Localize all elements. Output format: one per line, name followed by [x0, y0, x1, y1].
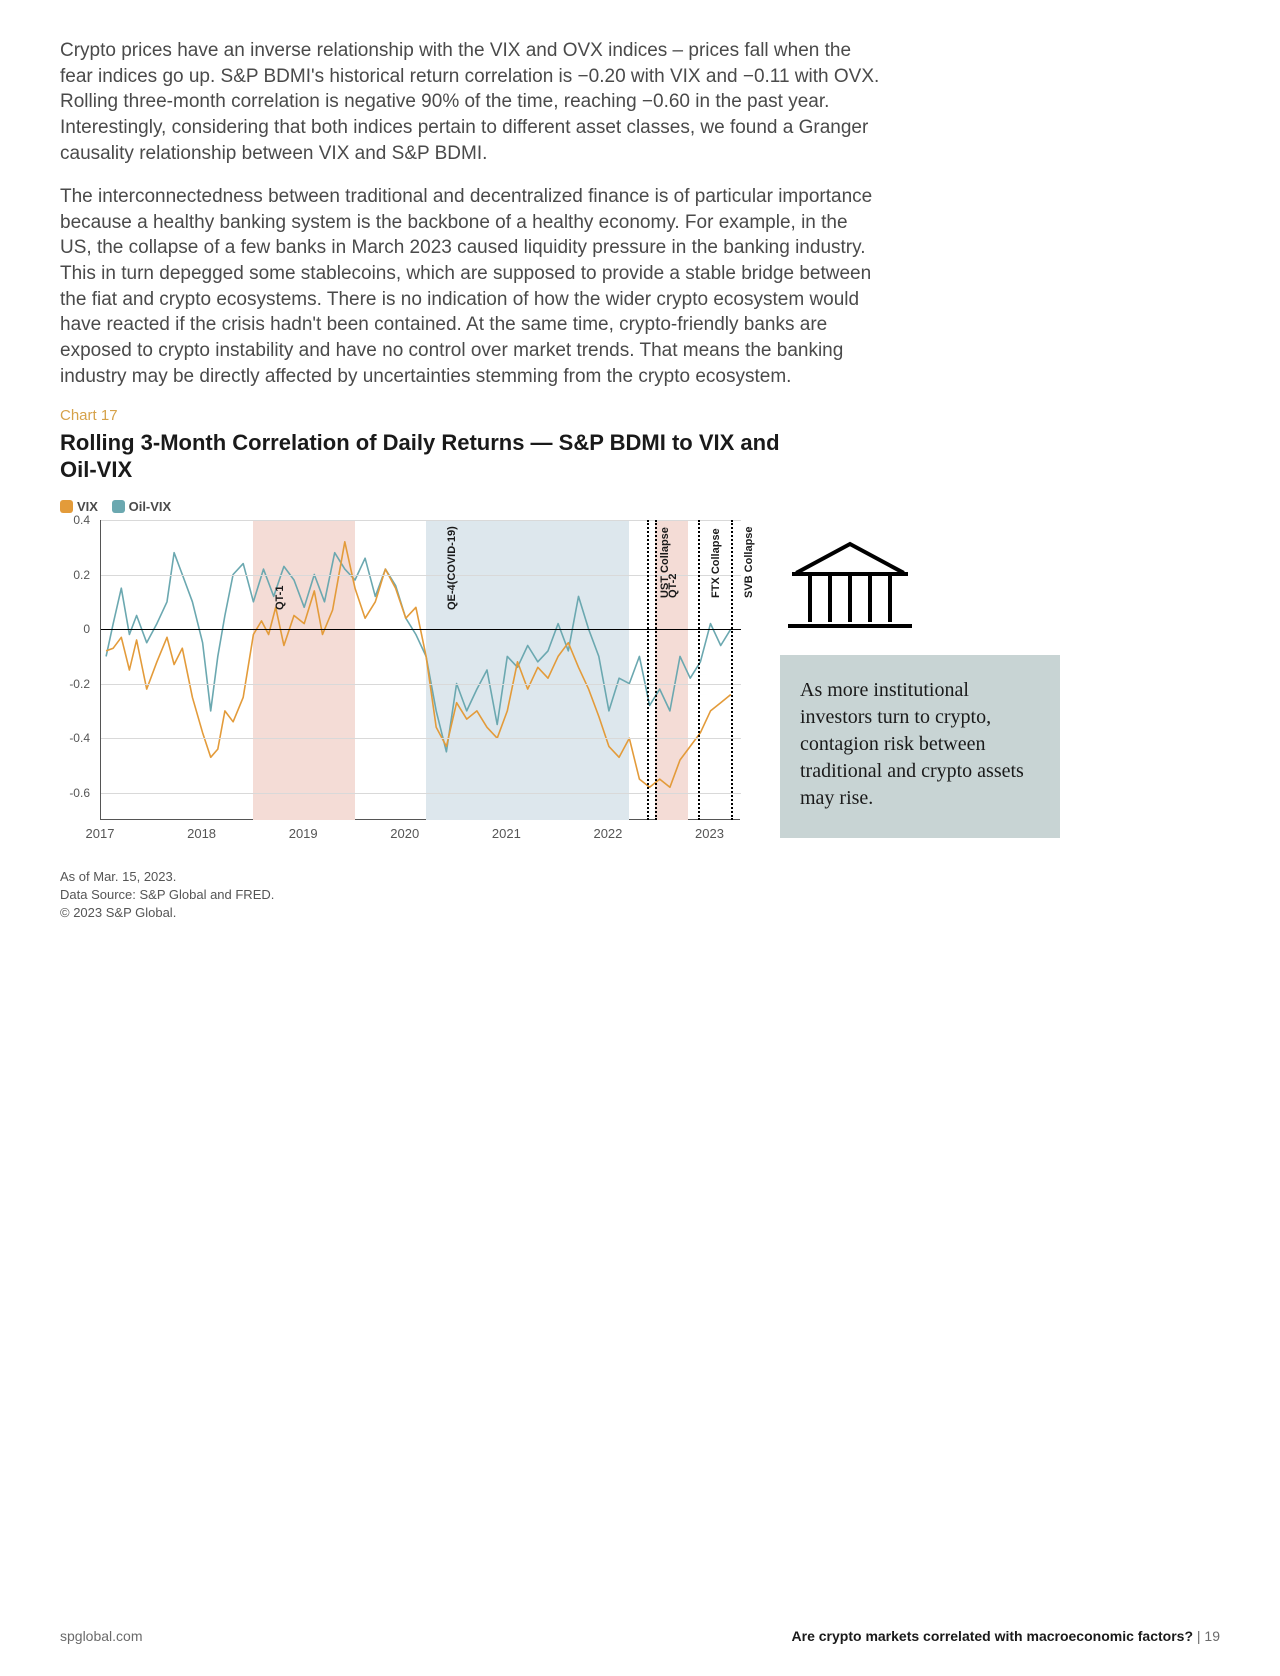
- y-axis-tick: -0.2: [69, 677, 90, 691]
- chart-source-line: As of Mar. 15, 2023.: [60, 868, 750, 886]
- x-axis-tick: 2019: [289, 826, 318, 841]
- x-axis-tick: 2022: [593, 826, 622, 841]
- chart-source-line: Data Source: S&P Global and FRED.: [60, 886, 750, 904]
- callout-text: As more institutional investors turn to …: [800, 677, 1040, 812]
- chart-label: Chart 17: [60, 407, 1220, 424]
- footer-page-number: 19: [1204, 1628, 1220, 1644]
- x-axis-tick: 2021: [492, 826, 521, 841]
- callout-box: As more institutional investors turn to …: [780, 655, 1060, 838]
- chart-region-label: QE-4(COVID-19): [446, 526, 458, 610]
- x-axis-tick: 2018: [187, 826, 216, 841]
- body-paragraph-2: The interconnectedness between tradition…: [60, 184, 880, 389]
- chart-title: Rolling 3-Month Correlation of Daily Ret…: [60, 430, 820, 483]
- y-axis-tick: 0.4: [73, 513, 90, 527]
- footer-title: Are crypto markets correlated with macro…: [792, 1628, 1193, 1644]
- x-axis-tick: 2017: [86, 826, 115, 841]
- chart-source: As of Mar. 15, 2023.Data Source: S&P Glo…: [60, 868, 750, 923]
- chart-event-label: QT-2: [667, 574, 679, 598]
- legend-oilvix: Oil-VIX: [129, 499, 172, 514]
- legend-vix: VIX: [77, 499, 98, 514]
- correlation-chart: 0.40.20-0.2-0.4-0.6 QT-1QE-4(COVID-19)US…: [60, 520, 750, 850]
- body-paragraph-1: Crypto prices have an inverse relationsh…: [60, 38, 880, 166]
- chart-event-label: SVB Collapse: [743, 527, 755, 599]
- chart-region-label: QT-1: [274, 586, 286, 610]
- x-axis-tick: 2023: [695, 826, 724, 841]
- y-axis-tick: 0.2: [73, 568, 90, 582]
- chart-legend: VIX Oil-VIX: [60, 499, 1220, 514]
- y-axis-tick: -0.6: [69, 786, 90, 800]
- x-axis-tick: 2020: [390, 826, 419, 841]
- footer-url: spglobal.com: [60, 1628, 143, 1644]
- bank-icon: [780, 534, 1060, 639]
- y-axis-tick: 0: [83, 622, 90, 636]
- page-footer: spglobal.com Are crypto markets correlat…: [60, 1628, 1220, 1644]
- chart-source-line: © 2023 S&P Global.: [60, 904, 750, 922]
- chart-event-label: FTX Collapse: [710, 528, 722, 598]
- y-axis-tick: -0.4: [69, 731, 90, 745]
